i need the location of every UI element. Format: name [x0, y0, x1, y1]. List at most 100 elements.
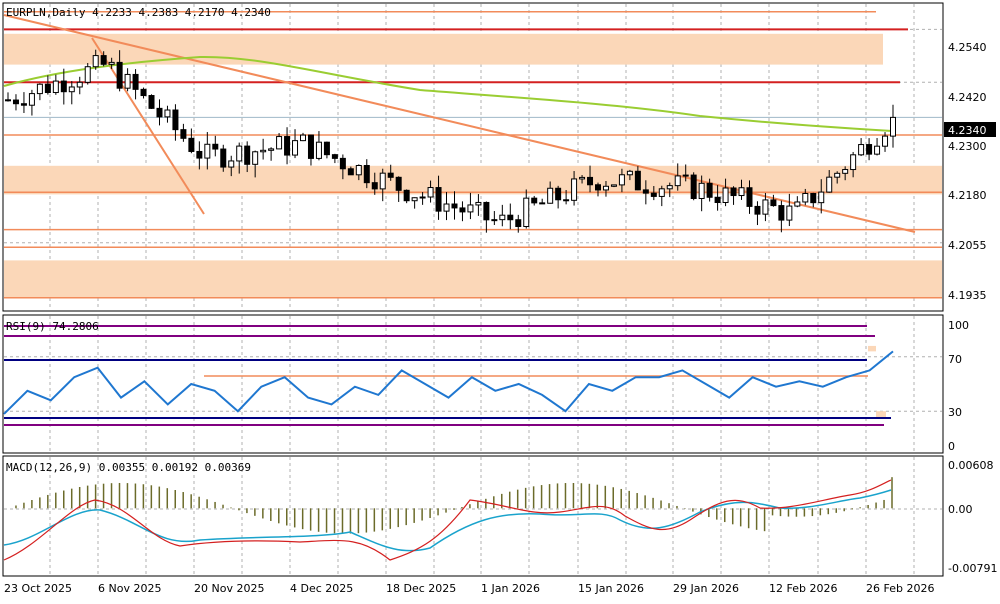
rsi-tick: 100 [948, 319, 969, 332]
candle-body [515, 219, 522, 228]
candle-body [140, 88, 147, 97]
candle-body [706, 182, 713, 198]
candle-body [300, 134, 306, 142]
date-label: 15 Jan 2026 [578, 582, 644, 595]
candle-body [228, 160, 235, 168]
price-tick: 4.2420 [948, 91, 987, 104]
date-label: 26 Feb 2026 [866, 582, 934, 595]
moving-average-line [3, 55, 894, 132]
candle-body [698, 182, 705, 199]
candle-body [595, 184, 601, 191]
candle-body [650, 192, 657, 197]
macd-panel [2, 455, 944, 577]
candle-body [236, 145, 243, 162]
candle-body [467, 204, 474, 213]
candle-body [483, 201, 490, 221]
candle-body [5, 99, 11, 102]
candle-body [363, 164, 370, 184]
date-label: 1 Jan 2026 [481, 582, 540, 595]
date-label: 12 Feb 2026 [769, 582, 837, 595]
candle-body [268, 148, 275, 151]
candle-body [331, 154, 338, 159]
candle-body [882, 135, 889, 147]
candle-body [682, 174, 689, 177]
rsi-zone [876, 411, 886, 418]
price-tick: 4.2055 [948, 239, 987, 252]
candle-body [563, 199, 570, 202]
candle-body [499, 214, 506, 221]
candles [5, 49, 896, 233]
date-label: 18 Dec 2025 [386, 582, 456, 595]
price-tick: 4.2540 [948, 41, 987, 54]
candle-body [371, 182, 378, 190]
candle-body [276, 136, 283, 150]
rsi-tick: 0 [948, 440, 955, 453]
candle-body [555, 187, 562, 201]
candle-body [818, 191, 825, 204]
candle-body [746, 187, 753, 207]
rsi-tick: 30 [948, 406, 962, 419]
candle-body [132, 73, 139, 90]
candle-body [802, 192, 809, 203]
candle-body [100, 55, 107, 65]
candle-body [762, 199, 769, 215]
macd-tick: -0.00791 [948, 562, 997, 575]
candle-body [164, 109, 171, 118]
candle-body [92, 55, 99, 68]
current-price-label: 4.2340 [948, 124, 987, 137]
candle-body [874, 145, 881, 155]
candle-body [850, 154, 857, 171]
macd-signal-line [3, 479, 892, 561]
candle-body [84, 66, 91, 83]
candle-body [602, 185, 609, 191]
macd-main-line [3, 489, 892, 552]
macd-tick: 0.00608 [948, 459, 994, 472]
candle-body [44, 83, 51, 94]
price-tick: 4.2180 [948, 189, 987, 202]
candle-body [395, 176, 402, 191]
candle-body [427, 187, 434, 198]
candle-body [738, 187, 745, 197]
candle-body [116, 61, 123, 89]
candle-body [28, 93, 35, 106]
candle-body [826, 176, 833, 193]
candle-body [722, 187, 729, 204]
date-label: 23 Oct 2025 [4, 582, 72, 595]
candle-body [315, 141, 322, 159]
candle-body [507, 214, 514, 221]
macd-layer [3, 477, 893, 561]
candle-body [124, 73, 131, 89]
candle-body [60, 80, 67, 93]
candle-body [284, 136, 291, 156]
candle-body [68, 86, 75, 93]
candle-body [323, 141, 330, 156]
candle-body [339, 157, 346, 170]
rsi-label: RSI(9) 74.2806 [6, 320, 99, 333]
symbol-header: EURPLN,Daily 4.2233 4.2383 4.2170 4.2340 [6, 6, 271, 19]
candle-body [491, 219, 498, 222]
rsi-tick: 70 [948, 353, 962, 366]
candle-body [539, 202, 546, 205]
candle-body [419, 196, 426, 199]
candle-body [108, 61, 115, 65]
candle-body [866, 144, 873, 155]
current-price-box [944, 122, 996, 137]
date-label: 4 Dec 2025 [290, 582, 353, 595]
candle-body [810, 192, 817, 204]
candle-body [690, 174, 697, 199]
candle-body [666, 185, 673, 190]
candle-body [379, 172, 386, 190]
candle-body [674, 175, 681, 187]
price-panel [2, 2, 944, 312]
candle-body [834, 172, 841, 178]
rsi-layer [3, 325, 894, 426]
candle-body [610, 184, 617, 187]
date-label: 20 Nov 2025 [194, 582, 264, 595]
support-resistance-zone [4, 260, 942, 298]
rsi-zone [868, 345, 876, 352]
candle-body [579, 176, 586, 180]
candle-body [587, 176, 594, 186]
candle-body [76, 81, 83, 88]
support-resistance-zone [4, 165, 942, 195]
